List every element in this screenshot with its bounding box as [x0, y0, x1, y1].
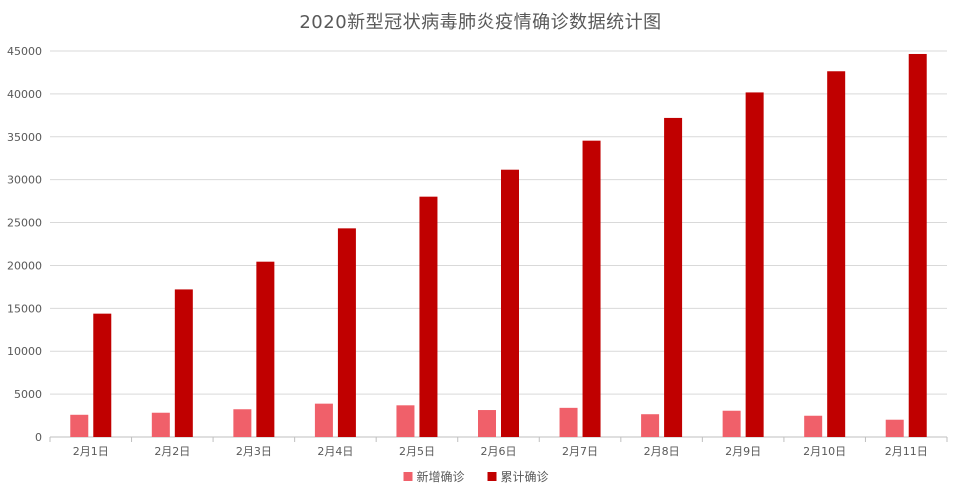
bar-new: [641, 414, 660, 437]
bar-cumulative: [664, 117, 683, 437]
bar-cumulative: [745, 92, 764, 437]
y-tick-label: 40000: [7, 88, 42, 101]
x-tick-label: 2月3日: [236, 445, 272, 458]
bar-new: [559, 407, 578, 437]
y-tick-label: 15000: [7, 302, 42, 315]
bar-cumulative: [827, 71, 846, 437]
bar-new: [70, 414, 89, 437]
legend-label: 累计确诊: [501, 470, 549, 484]
x-tick-label: 2月11日: [885, 445, 928, 458]
bar-new: [396, 405, 415, 437]
y-tick-label: 0: [35, 431, 42, 444]
bar-cumulative: [582, 140, 601, 437]
x-tick-label: 2月9日: [725, 445, 761, 458]
bar-cumulative: [256, 261, 275, 437]
bar-cumulative: [501, 169, 519, 437]
bar-new: [722, 410, 741, 437]
bar-new: [151, 412, 170, 437]
bar-new: [885, 419, 904, 437]
x-tick-label: 2月7日: [562, 445, 598, 458]
bar-new: [233, 409, 252, 437]
legend-swatch: [487, 472, 497, 481]
bar-cumulative: [174, 289, 193, 437]
bar-new: [804, 415, 823, 437]
y-tick-label: 5000: [14, 388, 42, 401]
x-tick-label: 2月6日: [481, 445, 517, 458]
y-tick-label: 10000: [7, 345, 42, 358]
y-tick-label: 45000: [7, 45, 42, 58]
bar-cumulative: [93, 313, 112, 437]
y-tick-label: 35000: [7, 131, 42, 144]
x-tick-label: 2月8日: [644, 445, 680, 458]
x-tick-label: 2月2日: [154, 445, 190, 458]
bar-new: [314, 403, 333, 437]
y-tick-label: 25000: [7, 217, 42, 230]
bar-cumulative: [337, 228, 356, 437]
legend-label: 新增确诊: [417, 469, 465, 484]
chart-title: 2020新型冠状病毒肺炎疫情确诊数据统计图: [299, 12, 662, 33]
x-tick-label: 2月4日: [317, 445, 353, 458]
x-tick-label: 2月10日: [803, 445, 846, 458]
y-tick-label: 30000: [7, 174, 42, 187]
bar-new: [478, 410, 496, 437]
x-tick-label: 2月1日: [73, 445, 109, 458]
y-tick-label: 20000: [7, 259, 42, 272]
bar-cumulative: [419, 196, 438, 437]
legend-swatch: [403, 472, 413, 481]
bar-cumulative: [908, 53, 927, 437]
x-tick-label: 2月5日: [399, 445, 435, 458]
